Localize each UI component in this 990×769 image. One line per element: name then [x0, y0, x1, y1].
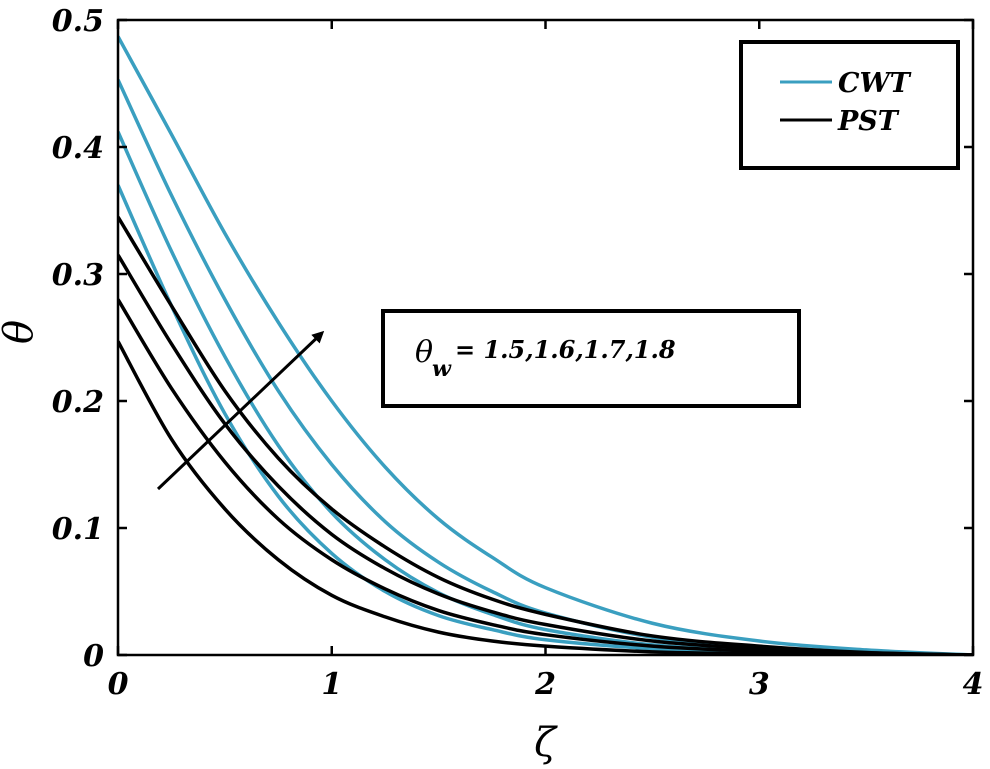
x-tick-label: 0 — [108, 667, 129, 702]
series-layer — [118, 35, 973, 655]
x-axis-title: ζ — [534, 720, 558, 766]
annotation-box — [381, 309, 801, 408]
y-tick-label: 0.3 — [52, 258, 104, 293]
annotation-subscript: w — [432, 356, 452, 382]
annotation-symbol: θ — [415, 335, 433, 370]
series-line-pst-5 — [118, 298, 973, 655]
x-tick-label: 4 — [963, 667, 984, 702]
series-line-cwt-3 — [118, 35, 973, 655]
ticks-layer: 0 1 2 3 4 0 0.1 0.2 0.3 0.4 0.5 — [52, 4, 984, 702]
series-line-pst-6 — [118, 254, 973, 655]
legend-box — [739, 40, 960, 170]
y-tick-label: 0.4 — [52, 131, 104, 166]
series-line-pst-7 — [118, 215, 973, 655]
increase-arrow-icon — [156, 330, 325, 491]
annotation-text: = 1.5,1.6,1.7,1.8 — [455, 335, 676, 364]
y-tick-label: 0.5 — [52, 4, 104, 39]
parameter-annotation: θ w = 1.5,1.6,1.7,1.8 — [381, 309, 801, 408]
x-tick-label: 3 — [749, 667, 770, 702]
x-tick-label: 2 — [534, 667, 556, 702]
legend: CWT PST — [739, 40, 960, 170]
y-tick-label: 0 — [83, 639, 104, 674]
y-tick-label: 0.1 — [52, 512, 104, 547]
y-tick-label: 0.2 — [52, 385, 104, 420]
y-axis-title: θ — [0, 320, 42, 344]
legend-label-cwt: CWT — [838, 68, 912, 99]
legend-label-pst: PST — [837, 106, 900, 137]
x-tick-label: 1 — [321, 667, 342, 702]
